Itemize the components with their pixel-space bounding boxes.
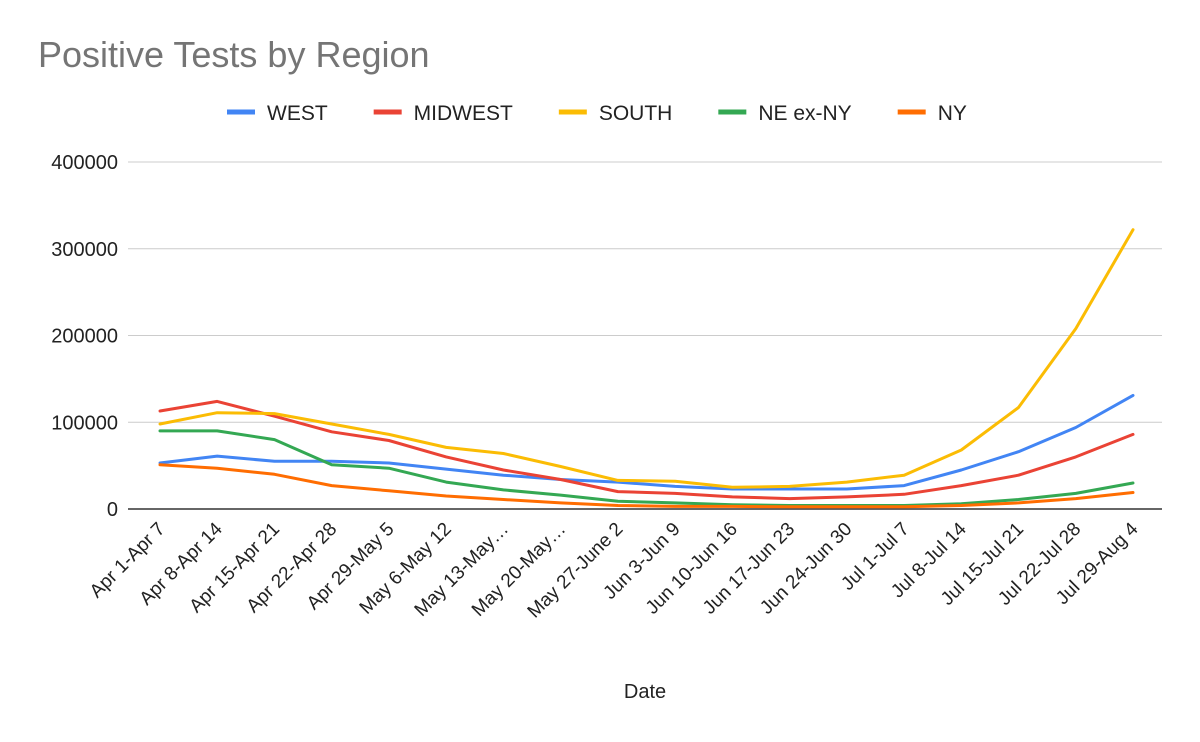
legend-label: MIDWEST	[414, 102, 513, 125]
legend-item: SOUTH	[558, 102, 673, 125]
series-line-ny	[158, 463, 1135, 509]
series-lines	[158, 228, 1135, 509]
y-tick-label: 100000	[51, 412, 118, 434]
y-axis-ticks: 0 100000 200000 300000 400000	[51, 152, 118, 521]
legend-item: NY	[897, 102, 967, 125]
chart-title: Positive Tests by Region	[38, 34, 430, 75]
legend-item: MIDWEST	[373, 102, 513, 125]
series-line-midwest	[158, 399, 1135, 501]
y-tick-label: 400000	[51, 152, 118, 174]
legend-item: WEST	[227, 102, 328, 125]
series-line-ne-ex-ny	[158, 429, 1135, 507]
legend-label: WEST	[267, 102, 328, 125]
y-tick-label: 300000	[51, 239, 118, 261]
legend: WEST MIDWEST SOUTH NE ex-NY NY	[227, 102, 967, 125]
gridlines	[128, 161, 1162, 510]
y-tick-label: 0	[107, 499, 118, 521]
y-tick-label: 200000	[51, 326, 118, 348]
x-axis-title: Date	[624, 681, 666, 703]
series-line-south	[158, 228, 1135, 489]
legend-item: NE ex-NY	[718, 102, 852, 125]
legend-label: NY	[938, 102, 967, 125]
series-line-west	[158, 393, 1135, 491]
legend-label: SOUTH	[599, 102, 673, 125]
legend-label: NE ex-NY	[758, 102, 851, 125]
